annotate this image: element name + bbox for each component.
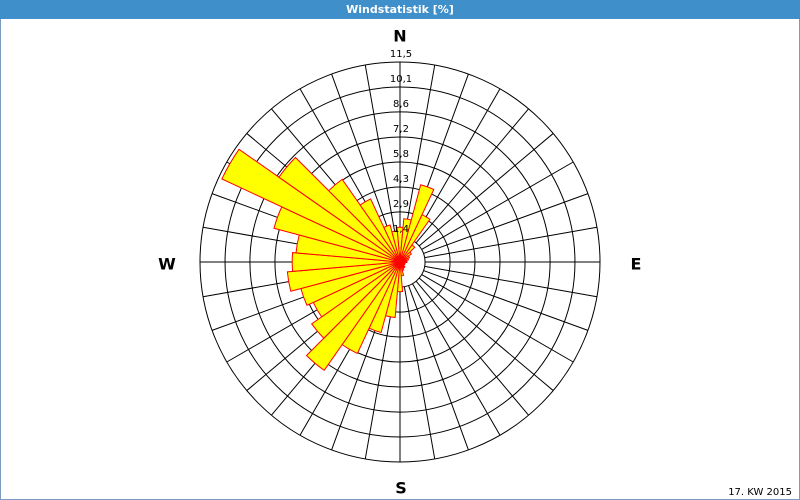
spoke [403, 64, 436, 238]
spoke [424, 265, 598, 298]
wind-sector [359, 198, 401, 263]
wind-sector [327, 178, 401, 263]
wind-sector [399, 214, 431, 263]
spoke [421, 161, 574, 250]
wind-sector [291, 252, 401, 272]
spoke [421, 274, 574, 363]
spoke [415, 280, 529, 416]
r-tick-label: 5,8 [393, 149, 409, 160]
direction-label: N [393, 27, 406, 46]
wind-sector [310, 261, 401, 339]
spoke [403, 286, 436, 460]
wind-sector [278, 156, 401, 263]
wind-sector [391, 230, 401, 263]
r-tick-label: 4,3 [393, 174, 409, 185]
r-tick-label: 1,4 [393, 224, 409, 235]
r-tick-label: 10,1 [390, 74, 412, 85]
spoke [423, 270, 589, 331]
wind-sector [383, 224, 401, 263]
direction-label: W [158, 255, 176, 274]
spoke [408, 285, 469, 451]
direction-label: S [395, 479, 407, 498]
spoke [412, 88, 501, 241]
r-tick-label: 11,5 [390, 49, 412, 60]
direction-label: E [631, 255, 642, 274]
r-tick-label: 7,2 [393, 124, 409, 135]
wind-sector [221, 148, 401, 263]
spoke [418, 133, 554, 247]
spoke [364, 64, 397, 238]
spoke [424, 226, 598, 259]
spoke [423, 193, 589, 254]
wind-sector [286, 261, 401, 292]
chart-title: Windstatistik [%] [346, 3, 454, 16]
r-tick-label: 8,6 [393, 99, 409, 110]
spoke [418, 277, 554, 391]
spoke [412, 283, 501, 436]
r-tick-label: 2,9 [393, 199, 409, 210]
wind-sector [399, 184, 435, 263]
spoke [415, 108, 529, 244]
wind-sector [305, 261, 401, 371]
footer-note: 17. KW 2015 [728, 487, 792, 498]
spoke [331, 73, 392, 239]
title-bar [0, 0, 800, 19]
